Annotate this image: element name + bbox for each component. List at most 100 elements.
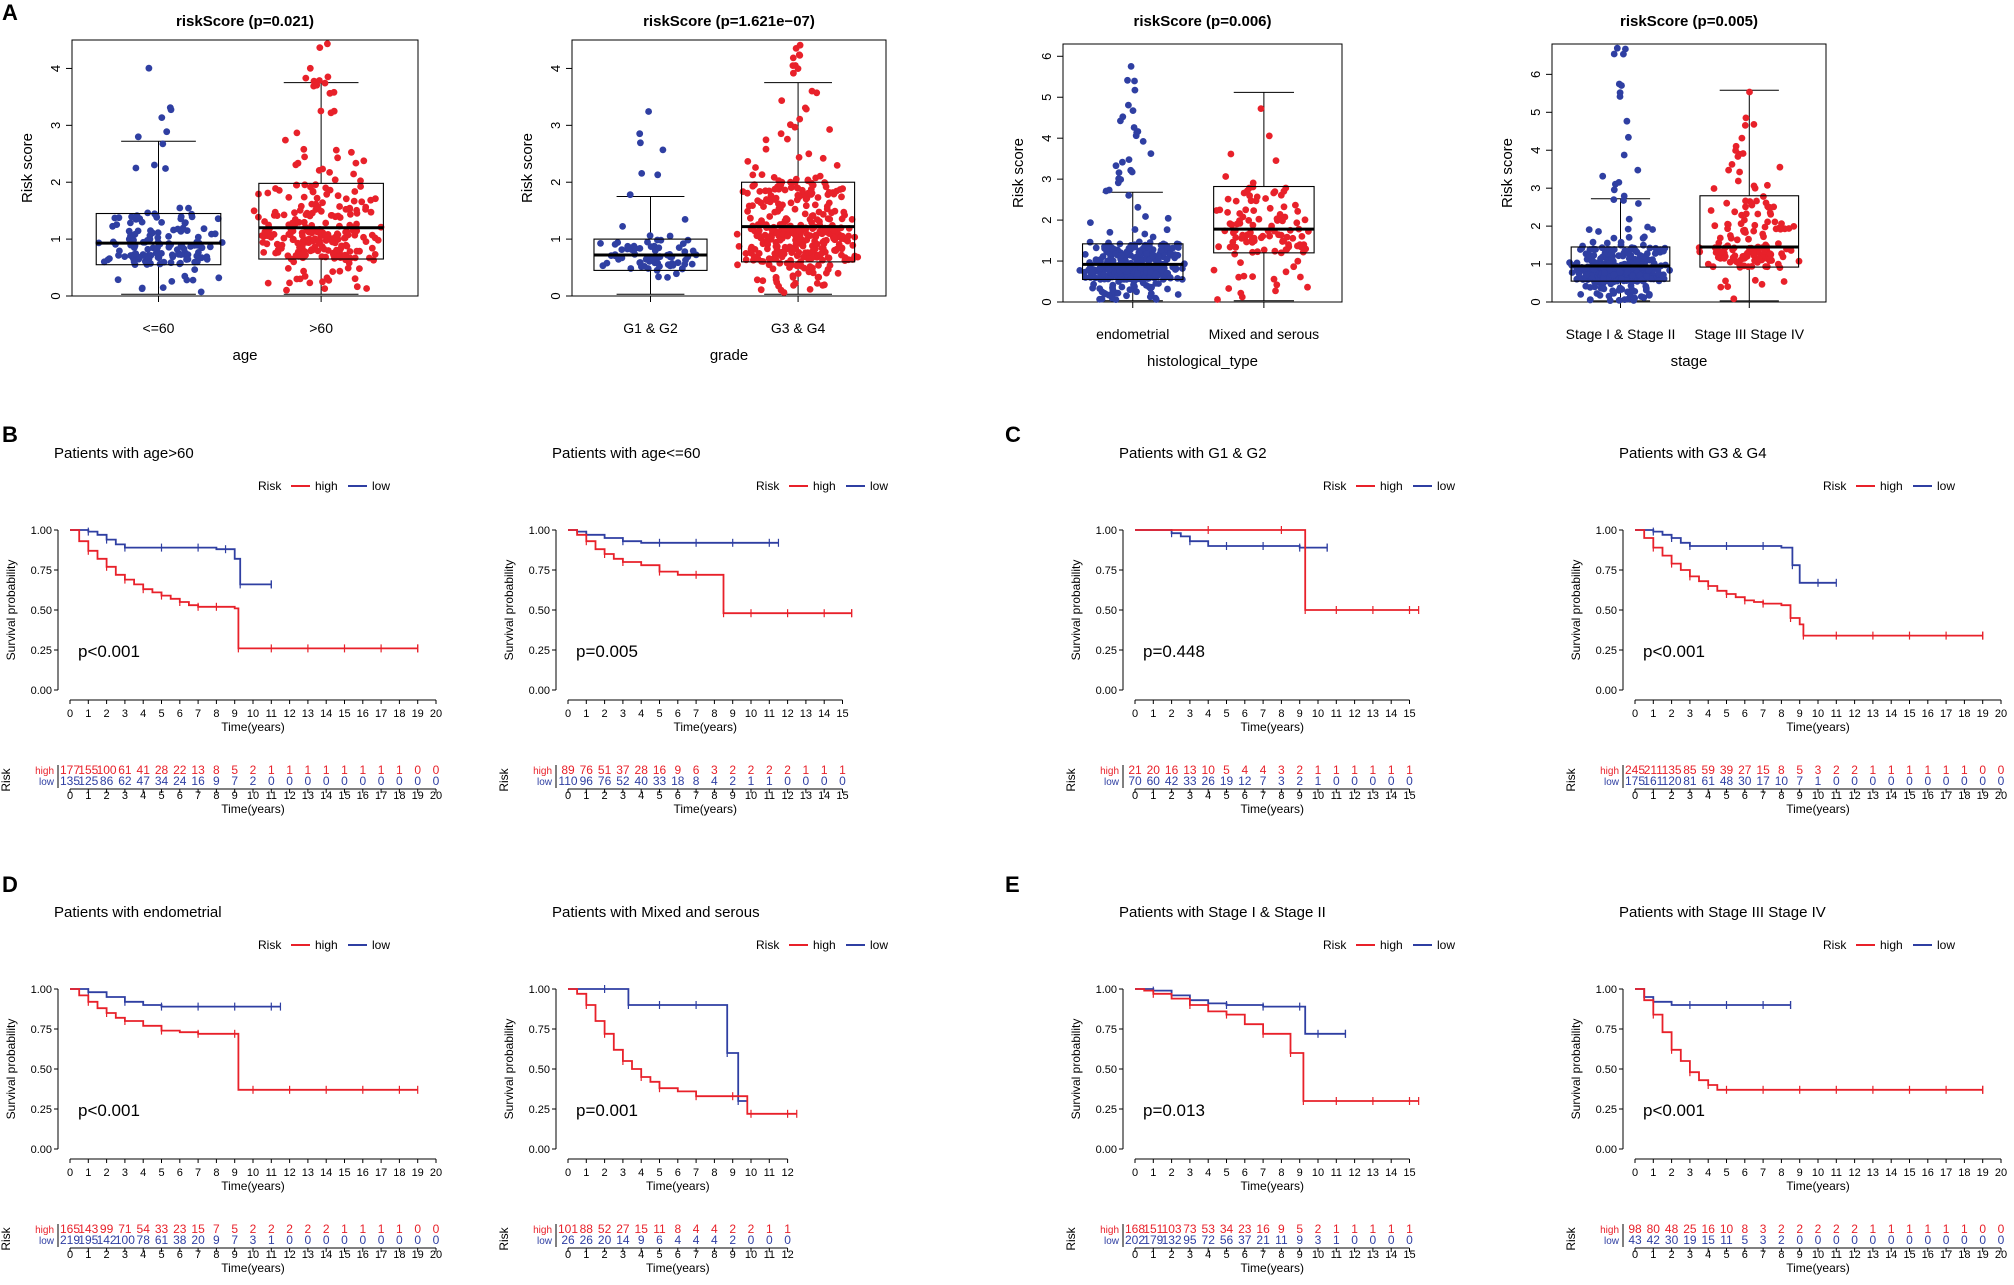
risk-x-tick-label: 4 [638,790,644,802]
data-point [1727,232,1734,239]
data-point [1131,86,1139,94]
x-tick-label: 1 [583,708,589,720]
x-tick-label: 10 [745,1167,757,1179]
data-point [1130,281,1137,289]
risk-x-tick-label: 11 [1831,790,1842,802]
data-point [818,244,826,252]
risk-x-tick-label: 17 [1940,790,1952,802]
data-point [165,233,173,240]
data-point [1760,193,1767,200]
data-point [1129,107,1137,114]
risk-count-high: 2 [1778,1222,1785,1236]
risk-x-tick-label: 7 [1760,1249,1766,1261]
risk-count-low: 0 [1979,774,1986,788]
risk-x-axis-label: Time(years) [1240,802,1304,816]
risk-row-label-low: low [537,777,553,788]
data-point [1651,250,1659,257]
data-point [1632,247,1639,255]
risk-count-high: 4 [1241,763,1248,777]
data-point [1163,226,1171,234]
data-point [197,288,205,296]
risk-count-high: 1 [1961,763,1968,777]
x-tick-label: 14 [1885,1167,1897,1179]
risk-count-low: 7 [1796,774,1803,788]
legend-title: Risk [756,479,780,493]
risk-count-high: 7 [213,1222,220,1236]
data-point [1169,244,1177,252]
data-point [176,204,184,212]
data-point [300,218,308,226]
x-tick-label: 7 [1260,1167,1266,1179]
data-point [293,129,301,137]
y-tick-label: 0.00 [1596,1144,1617,1156]
risk-row-label-low: low [1604,777,1620,788]
risk-x-tick-label: 14 [1885,790,1897,802]
risk-x-tick-label: 7 [693,1249,699,1261]
risk-count-high: 1 [268,763,275,777]
risk-count-high: 85 [1683,763,1697,777]
risk-x-tick-label: 15 [338,790,350,802]
risk-x-tick-label: 11 [1331,790,1342,802]
data-point [1629,272,1636,280]
risk-x-tick-label: 7 [1760,790,1766,802]
data-point [158,219,166,226]
risk-count-low: 20 [598,1233,612,1247]
data-point [1733,236,1741,244]
risk-x-tick-label: 8 [711,1249,717,1261]
risk-x-tick-label: 20 [430,1249,442,1261]
y-tick-label: 1.00 [1096,525,1117,537]
data-point [816,172,824,180]
y-tick-label: 0.25 [1596,1104,1617,1116]
data-point [1149,233,1157,241]
data-point [678,265,686,273]
x-tick-label: 14 [1385,708,1397,720]
x-tick-label: 18 [1958,708,1970,720]
risk-count-low: 219 [60,1233,80,1247]
data-point [1222,173,1230,180]
data-point [350,170,357,178]
risk-count-high: 16 [1256,1222,1270,1236]
data-point [819,238,827,246]
risk-x-tick-label: 9 [232,1249,238,1261]
data-point [1114,179,1122,187]
data-point [147,252,155,259]
risk-count-low: 62 [118,774,132,788]
risk-count-low: 0 [305,1233,312,1247]
x-tick-label: 6 [675,708,681,720]
data-point [1790,223,1798,230]
data-point [806,216,814,223]
risk-count-low: 0 [1370,1233,1377,1247]
risk-count-low: 9 [213,774,220,788]
data-point [250,207,258,215]
x-tick-label: 6 [177,1167,183,1179]
risk-table-label: Risk [0,1226,13,1250]
risk-count-high: 23 [173,1222,187,1236]
data-point [215,274,223,282]
risk-x-tick-label: 15 [836,790,848,802]
x-tick-label: 12 [283,1167,295,1179]
x-tick-label: 14 [1885,708,1897,720]
data-point [1600,285,1608,293]
risk-row-label-high: high [1600,766,1619,777]
risk-x-tick-label: 4 [140,1249,146,1261]
y-tick-label: 1.00 [31,984,52,996]
data-point [1660,247,1667,255]
x-tick-label: 4 [1705,708,1711,720]
risk-count-low: 0 [1998,774,2005,788]
data-point [1616,284,1624,292]
x-tick-label: 13 [1367,1167,1379,1179]
data-point [1776,163,1784,171]
data-point [1119,158,1126,166]
risk-count-high: 2 [286,1222,293,1236]
x-tick-label: 7 [1760,708,1766,720]
risk-count-high: 37 [616,763,630,777]
y-tick-label: 0.50 [1096,605,1117,617]
data-point [769,265,777,273]
data-point [777,130,785,138]
x-tick-label: 16 [1922,1167,1934,1179]
x-tick-label: 19 [412,1167,424,1179]
legend-title: Risk [1323,479,1347,493]
data-point [809,181,817,189]
data-point [356,265,363,272]
